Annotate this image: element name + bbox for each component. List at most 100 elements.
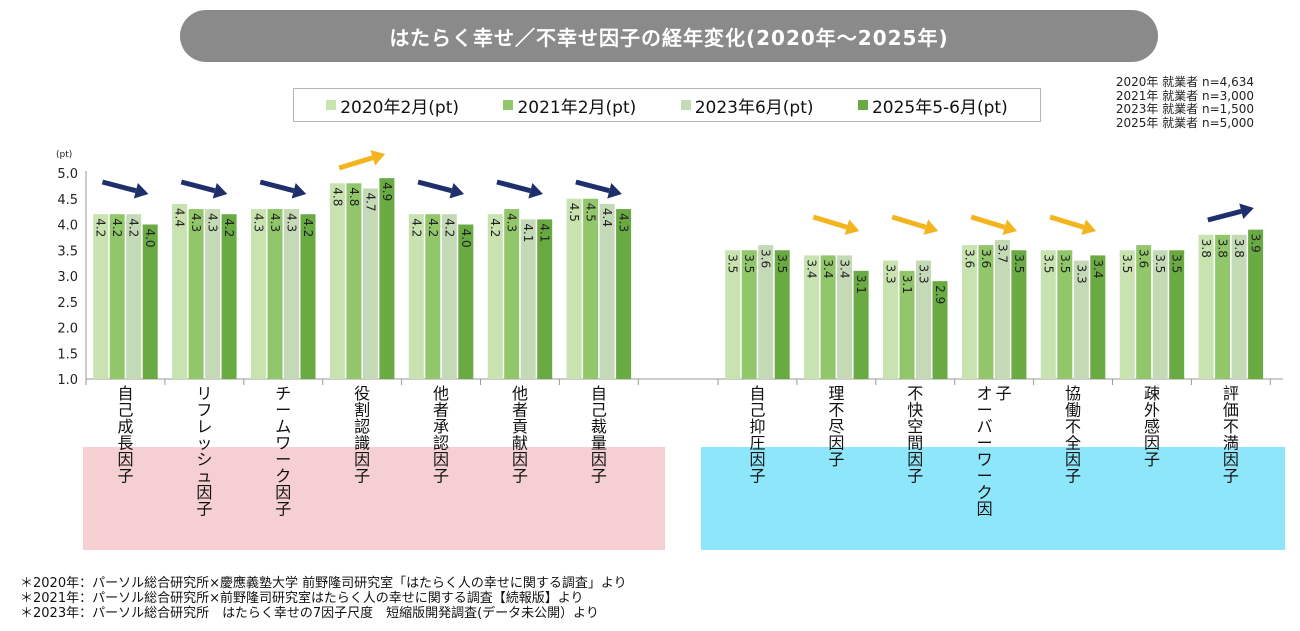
sample-size-notes: 2020年 就業者 n=4,634 2021年 就業者 n=3,000 2023…: [1115, 75, 1254, 130]
bar-value-label: 3.5: [1012, 254, 1026, 273]
bar: [172, 203, 188, 379]
trend-arrow-head: [607, 182, 622, 199]
bar: [899, 270, 915, 379]
bar: [725, 250, 741, 379]
category-label: 他者承認因子: [433, 384, 449, 486]
trend-arrow-shaft: [891, 214, 927, 230]
category-label: 評価不満因子: [1223, 384, 1239, 486]
bar: [284, 209, 299, 379]
bar: [251, 209, 266, 379]
chart-legend: 2020年2月(pt) 2021年2月(pt) 2023年6月(pt) 2025…: [293, 88, 1041, 122]
bar-value-label: 3.1: [854, 275, 868, 294]
bar: [126, 214, 142, 379]
bar: [978, 245, 994, 379]
legend-swatch-2020: [326, 100, 337, 110]
category-label: オーバーワーク因: [977, 384, 993, 519]
bar: [109, 214, 125, 379]
trend-arrow-head: [212, 182, 228, 199]
bar-value-label: 3.8: [1232, 239, 1246, 258]
bar-value-label: 3.3: [884, 265, 898, 284]
trend-arrow-shaft: [417, 179, 453, 194]
bar: [741, 250, 757, 379]
bar-value-label: 4.4: [173, 208, 187, 227]
bar: [267, 209, 283, 379]
trend-arrow-head: [1002, 219, 1018, 235]
sample-size-2021: 2021年 就業者 n=3,000: [1115, 88, 1254, 103]
sample-size-2023: 2023年 就業者 n=1,500: [1115, 102, 1254, 116]
trend-arrow-head: [1081, 219, 1097, 235]
bar: [379, 178, 395, 379]
chart-title: はたらく幸せ／不幸せ因子の経年変化(2020年～2025年): [389, 25, 949, 50]
y-tick-label: 3.5: [57, 244, 78, 259]
bar-value-label: 3.5: [1120, 254, 1134, 273]
bar-value-label: 4.3: [206, 213, 220, 232]
bar: [188, 209, 204, 379]
bar-value-label: 4.3: [252, 213, 266, 232]
legend-label-2025: 2025年5-6月(pt): [871, 97, 1008, 118]
bar-value-label: 3.4: [1091, 259, 1105, 278]
footnote-2021: ＊2021年：パーソル総合研究所×前野隆司研究室はたらく人の幸せに関する調査【続…: [20, 591, 584, 606]
bar: [205, 209, 221, 379]
bar: [774, 250, 790, 379]
legend-item-2023: 2023年6月(pt): [680, 93, 814, 118]
bar: [93, 214, 109, 379]
trend-arrow-head: [528, 182, 543, 199]
legend-label-2023: 2023年6月(pt): [694, 97, 814, 118]
bar-value-label: 4.2: [442, 218, 456, 237]
bar: [1152, 250, 1168, 379]
trend-arrow-shaft: [259, 179, 295, 194]
bar-value-label: 3.6: [759, 249, 773, 268]
bar: [1169, 250, 1185, 379]
trend-arrow-shaft: [338, 155, 374, 171]
bar-value-label: 3.5: [775, 254, 789, 273]
bar-value-label: 3.5: [1170, 254, 1184, 273]
bar: [932, 281, 948, 379]
bar-value-label: 4.2: [127, 218, 141, 237]
category-label: 理不尽因子: [828, 384, 844, 469]
bar: [1248, 229, 1264, 379]
bar-value-label: 2.9: [933, 285, 947, 304]
bar-value-label: 4.5: [567, 203, 581, 222]
bar: [1231, 234, 1247, 379]
bar-value-label: 4.9: [380, 182, 394, 201]
bar: [1119, 250, 1135, 379]
bar-value-label: 4.3: [268, 213, 282, 232]
y-tick-label: 2.5: [57, 296, 78, 311]
bar-value-label: 4.2: [94, 218, 108, 237]
legend-item-2025: 2025年5-6月(pt): [857, 93, 1008, 118]
bar-value-label: 3.4: [821, 259, 835, 278]
trend-arrow-head: [1239, 203, 1254, 220]
category-label: チームワーク因子: [275, 384, 291, 519]
bar-value-label: 4.2: [488, 218, 502, 237]
bar-value-label: 3.9: [1249, 234, 1263, 253]
bar: [583, 198, 599, 379]
bar: [994, 239, 1010, 379]
bar: [616, 209, 632, 379]
bar: [804, 255, 820, 379]
bar: [853, 270, 869, 379]
bar: [1215, 234, 1231, 379]
happy-factor-band: [83, 447, 665, 550]
category-label: 子: [996, 384, 1012, 403]
bar-value-label: 3.5: [1153, 254, 1167, 273]
bar-value-label: 4.2: [301, 218, 315, 237]
legend-swatch-2023: [680, 100, 691, 110]
bar: [883, 260, 898, 379]
footnote-2023: ＊2023年：パーソル総合研究所 はたらく幸せの7因子尺度 短縮版開発調査(デー…: [20, 606, 599, 621]
bar: [1090, 255, 1106, 379]
trend-arrow-head: [449, 182, 465, 199]
bar: [599, 203, 615, 379]
y-tick-label: 5.0: [57, 167, 78, 182]
legend-swatch-2021: [503, 100, 514, 110]
bar-value-label: 4.5: [584, 203, 598, 222]
bar-value-label: 3.5: [1041, 254, 1055, 273]
bar: [1057, 250, 1073, 379]
bar: [566, 198, 582, 379]
category-label: リフレッシュ因子: [196, 384, 212, 519]
bar-value-label: 3.5: [742, 254, 756, 273]
bar: [1011, 250, 1027, 379]
category-label: 役割認識因子: [354, 384, 370, 486]
bar-value-label: 3.3: [917, 265, 931, 284]
bar: [487, 214, 503, 379]
